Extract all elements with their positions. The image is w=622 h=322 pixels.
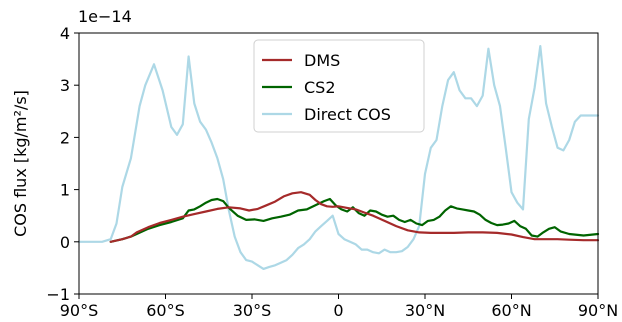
y-tick-label: 4 xyxy=(60,24,70,43)
x-tick-label: 30°N xyxy=(405,301,445,320)
x-tick-label: 0 xyxy=(333,301,343,320)
x-axis: 90°S 60°S 30°S 0 30°N 60°N 90°N xyxy=(60,294,618,320)
x-tick-label: 90°S xyxy=(60,301,99,320)
x-tick-label: 30°S xyxy=(233,301,272,320)
legend-label-dms: DMS xyxy=(304,51,340,70)
y-axis-label: COS flux [kg/m²/s] xyxy=(11,90,30,237)
legend-label-direct-cos: Direct COS xyxy=(304,105,391,124)
y-offset-text: 1e−14 xyxy=(78,7,132,26)
legend: DMS CS2 Direct COS xyxy=(253,39,425,133)
series-line-dms xyxy=(109,191,600,243)
y-tick-label: 3 xyxy=(60,76,70,95)
x-tick-label: 60°N xyxy=(491,301,531,320)
y-tick-label: −1 xyxy=(46,285,70,304)
x-tick-label: 60°S xyxy=(146,301,185,320)
y-axis: −1 0 1 2 3 4 xyxy=(46,24,79,304)
series-line-cs2 xyxy=(109,197,600,243)
x-tick-label: 90°N xyxy=(578,301,618,320)
y-tick-label: 2 xyxy=(60,128,70,147)
y-tick-label: 1 xyxy=(60,181,70,200)
legend-box xyxy=(253,39,425,133)
y-tick-label: 0 xyxy=(60,233,70,252)
series-layer xyxy=(77,44,600,270)
series-line-direct-cos xyxy=(77,44,600,270)
legend-label-cs2: CS2 xyxy=(304,78,336,97)
